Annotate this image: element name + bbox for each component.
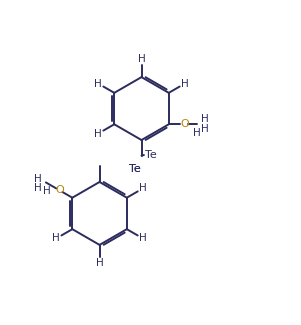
Text: H: H <box>138 54 145 63</box>
Text: H: H <box>34 183 42 193</box>
Text: O: O <box>55 185 64 195</box>
Text: Te: Te <box>129 164 141 175</box>
Text: H: H <box>181 79 189 88</box>
Text: H: H <box>201 114 209 124</box>
Text: H: H <box>201 124 209 134</box>
Text: Te: Te <box>129 164 141 175</box>
Text: H: H <box>193 128 201 138</box>
Text: H: H <box>96 258 104 268</box>
Text: H: H <box>43 186 51 196</box>
Text: H: H <box>52 233 60 243</box>
Text: H: H <box>139 233 147 243</box>
Text: H: H <box>34 175 42 184</box>
Text: H: H <box>139 183 147 193</box>
Text: H: H <box>94 129 102 138</box>
Text: Te: Te <box>144 150 157 160</box>
Text: H: H <box>94 79 102 88</box>
Text: O: O <box>180 119 189 129</box>
